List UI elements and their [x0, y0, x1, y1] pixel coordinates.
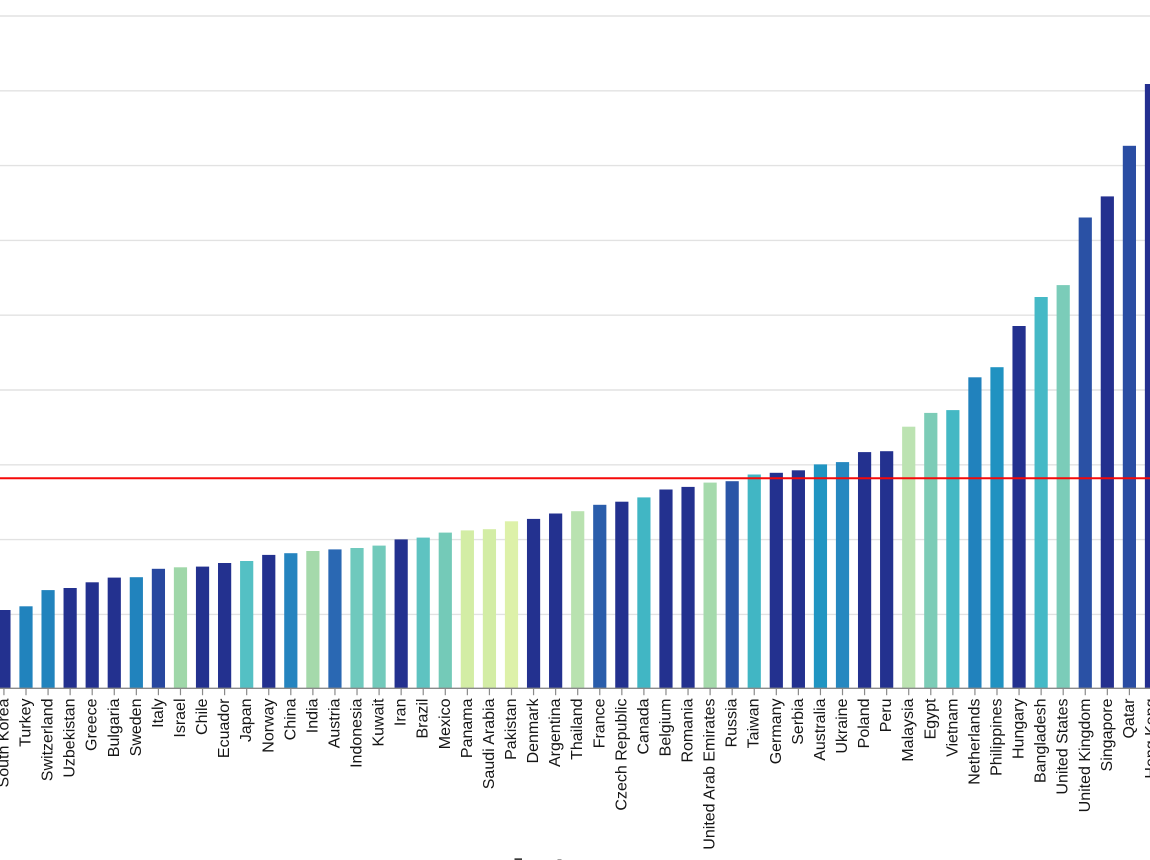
svg-text:Italy: Italy: [150, 699, 167, 728]
svg-text:Chile: Chile: [194, 698, 211, 735]
svg-text:Turkey: Turkey: [18, 699, 35, 747]
svg-text:Austria: Austria: [326, 698, 343, 748]
svg-text:Switzerland: Switzerland: [40, 699, 57, 782]
svg-text:Romania: Romania: [680, 698, 697, 762]
svg-text:Kuwait: Kuwait: [371, 698, 388, 747]
svg-text:Canada: Canada: [635, 698, 652, 754]
svg-text:Sweden: Sweden: [128, 699, 145, 757]
svg-text:Indonesia: Indonesia: [349, 698, 366, 767]
svg-text:Bulgaria: Bulgaria: [106, 698, 123, 757]
svg-text:Saudi Arabia: Saudi Arabia: [481, 698, 498, 789]
svg-text:Poland: Poland: [856, 699, 873, 749]
svg-text:Hungary: Hungary: [1011, 699, 1028, 759]
svg-text:Japan: Japan: [238, 699, 255, 743]
svg-text:Mexico: Mexico: [437, 698, 454, 749]
svg-text:Malaysia: Malaysia: [900, 698, 917, 761]
svg-text:Uzbekistan: Uzbekistan: [62, 699, 79, 778]
svg-text:Vietnam: Vietnam: [944, 699, 961, 757]
svg-text:United Arab Emirates: United Arab Emirates: [702, 699, 719, 850]
svg-text:United States: United States: [1055, 699, 1072, 795]
svg-text:Germany: Germany: [768, 699, 785, 765]
svg-text:Hong Kong: Hong Kong: [1143, 699, 1150, 779]
svg-text:Australia: Australia: [812, 698, 829, 760]
svg-text:Russia: Russia: [724, 698, 741, 747]
svg-text:South Korea: South Korea: [0, 698, 12, 787]
svg-text:Ecuador: Ecuador: [216, 698, 233, 758]
svg-text:Peru: Peru: [878, 699, 895, 733]
svg-text:India: India: [304, 698, 321, 733]
svg-text:Serbia: Serbia: [790, 698, 807, 744]
svg-text:Netherlands: Netherlands: [966, 698, 983, 784]
svg-text:Argentina: Argentina: [547, 698, 564, 767]
svg-text:Ukraine: Ukraine: [834, 698, 851, 753]
svg-text:Iran: Iran: [393, 699, 410, 727]
svg-text:Panama: Panama: [459, 698, 476, 758]
svg-text:Greece: Greece: [84, 698, 101, 751]
svg-text:Pakistan: Pakistan: [503, 699, 520, 760]
svg-text:Denmark: Denmark: [525, 698, 542, 764]
svg-text:Taiwan: Taiwan: [746, 699, 763, 749]
svg-text:Bangladesh: Bangladesh: [1033, 699, 1050, 784]
svg-text:Philippines: Philippines: [988, 699, 1005, 776]
svg-text:United Kingdom: United Kingdom: [1077, 699, 1094, 813]
svg-text:China: China: [282, 698, 299, 740]
svg-text:Egypt: Egypt: [922, 698, 939, 739]
svg-text:Czech Republic: Czech Republic: [613, 699, 630, 811]
svg-text:Thailand: Thailand: [569, 699, 586, 760]
svg-text:Norway: Norway: [260, 699, 277, 753]
svg-text:Brazil: Brazil: [415, 699, 432, 739]
svg-text:Israel: Israel: [172, 699, 189, 738]
svg-text:France: France: [591, 698, 608, 748]
svg-text:Belgium: Belgium: [657, 699, 674, 757]
svg-text:Singapore: Singapore: [1099, 698, 1116, 771]
svg-text:Qatar: Qatar: [1121, 698, 1138, 739]
